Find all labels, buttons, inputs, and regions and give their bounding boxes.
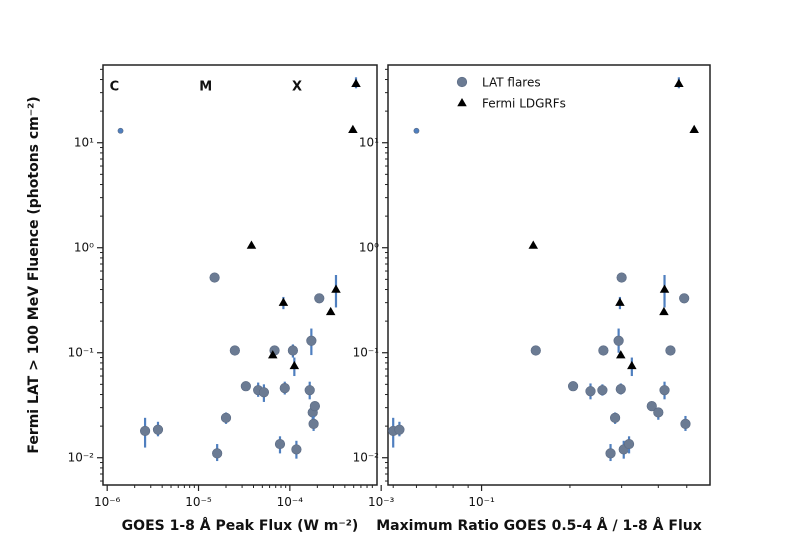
- lat-flare-point: [291, 444, 302, 455]
- lat-flare-point: [659, 385, 670, 396]
- lat-flare-point: [598, 345, 609, 356]
- lat-flare-point: [309, 401, 320, 412]
- panel-2: 10⁻² 10⁻¹ 10⁰ 10¹ 10⁻¹ Maximum Ratio GOES 0.5…: [353, 64, 711, 534]
- region-label-x: X: [292, 80, 302, 95]
- x-tick-label: 10⁻¹: [468, 495, 495, 509]
- legend-label: Fermi LDGRFs: [482, 97, 566, 111]
- lat-flare-point: [258, 387, 270, 398]
- y-tick-label: 10⁻²: [68, 451, 95, 465]
- legend-triangle-marker: [457, 98, 467, 107]
- lat-flare-point: [139, 425, 151, 437]
- lat-flare-point: [413, 127, 420, 134]
- lat-flare-point: [220, 412, 232, 423]
- x-tick-label: 10⁻³: [368, 495, 395, 509]
- panel-2-frame: [387, 64, 711, 486]
- lat-flare-point: [314, 293, 325, 304]
- lat-flare-point: [567, 381, 579, 392]
- lat-flare-point: [605, 448, 616, 459]
- ldgrf-point: [351, 78, 361, 87]
- lat-flare-point: [287, 345, 298, 356]
- lat-flare-point: [229, 345, 240, 356]
- region-label-m: M: [199, 80, 212, 95]
- ldgrf-point: [348, 124, 358, 133]
- panel-1: 10⁻² 10⁻¹ 10⁰ 10¹ 10⁻⁶ 10⁻⁵ 10⁻⁴ 10⁻³ GOES 1-8 Å…: [68, 64, 395, 534]
- x-axis-label-2: Maximum Ratio GOES 0.5-4 Å / 1-8 Å Flux: [376, 517, 702, 534]
- x-tick-label: 10⁻⁴: [277, 495, 304, 509]
- panel-1-frame: [102, 64, 378, 486]
- y-tick-label: 10⁻¹: [353, 346, 380, 360]
- y-tick-label: 10⁰: [74, 241, 94, 255]
- lat-flare-point: [613, 335, 624, 346]
- ldgrf-point: [659, 306, 669, 316]
- lat-flare-point: [616, 272, 627, 283]
- x-tick-label: 10⁻⁵: [185, 495, 212, 509]
- x-axis-label-1: GOES 1-8 Å Peak Flux (W m⁻²): [122, 517, 359, 534]
- y-tick-label: 10⁻²: [353, 451, 380, 465]
- lat-flare-point: [585, 386, 596, 397]
- ldgrf-point: [331, 284, 341, 293]
- x-tick-label: 10⁻⁶: [94, 495, 121, 509]
- ldgrf-point: [278, 297, 289, 306]
- ldgrf-point: [689, 124, 699, 133]
- lat-flare-point: [679, 293, 690, 304]
- lat-flare-point: [615, 384, 626, 395]
- y-tick-label: 10⁰: [359, 241, 379, 255]
- lat-flare-point: [394, 424, 405, 435]
- y-axis-label: Fermi LAT > 100 MeV Fluence (photons cm⁻…: [26, 96, 42, 453]
- ldgrf-point: [627, 360, 637, 370]
- y-tick-label: 10⁻¹: [68, 346, 95, 360]
- ldgrf-point: [246, 240, 257, 249]
- ldgrf-point: [289, 360, 300, 370]
- ldgrf-point: [659, 284, 670, 293]
- lat-flare-point: [152, 424, 164, 435]
- lat-flare-point: [240, 381, 251, 392]
- y-tick-label: 10¹: [74, 136, 94, 150]
- lat-flare-point: [304, 385, 315, 396]
- ldgrf-point: [616, 350, 626, 359]
- lat-flare-point: [306, 335, 317, 346]
- lat-flare-point: [530, 345, 541, 356]
- ldgrf-point: [674, 78, 684, 87]
- legend-label: LAT flares: [482, 76, 541, 90]
- ldgrf-point: [528, 240, 539, 249]
- lat-flare-point: [209, 272, 220, 283]
- lat-flare-point: [308, 418, 319, 430]
- lat-flare-point: [117, 127, 124, 134]
- lat-flare-point: [279, 383, 290, 394]
- lat-flare-point: [597, 385, 608, 396]
- lat-flare-point: [665, 345, 676, 356]
- region-label-c: C: [110, 80, 120, 95]
- ldgrf-point: [615, 297, 625, 306]
- lat-flare-point: [646, 401, 657, 412]
- y-tick-label: 10¹: [359, 136, 379, 150]
- ldgrf-point: [325, 306, 336, 316]
- ldgrf-point: [268, 350, 278, 359]
- legend-circle-marker: [456, 76, 468, 88]
- lat-flare-point: [609, 412, 621, 423]
- lat-flare-point: [680, 418, 691, 430]
- lat-flare-point: [212, 448, 223, 459]
- lat-flare-point: [274, 438, 286, 450]
- lat-flare-point: [653, 407, 664, 418]
- lat-flare-point: [623, 438, 635, 450]
